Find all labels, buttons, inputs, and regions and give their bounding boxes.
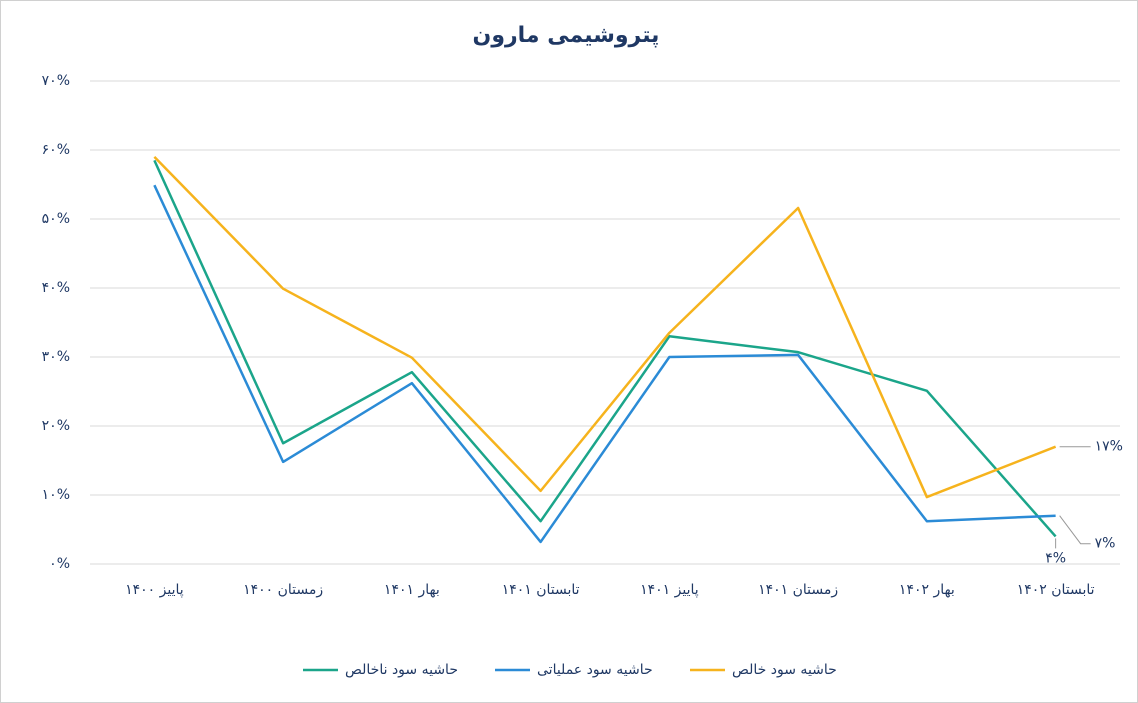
x-tick-label: بهار ۱۴۰۱: [384, 582, 440, 598]
y-tick-label: ۰%: [49, 556, 70, 572]
value-label: ۴%: [1045, 550, 1066, 566]
legend-label: حاشیه سود ناخالص: [345, 662, 458, 678]
series-line: [153, 184, 1056, 544]
y-tick-label: ۷۰%: [42, 73, 70, 89]
x-tick-label: پاییز ۱۴۰۱: [640, 582, 699, 598]
y-tick-label: ۴۰%: [42, 280, 70, 296]
y-tick-label: ۶۰%: [42, 142, 70, 158]
y-tick-label: ۲۰%: [42, 418, 70, 434]
x-tick-label: تابستان ۱۴۰۲: [1017, 582, 1095, 598]
x-tick-label: زمستان ۱۴۰۰: [243, 582, 323, 598]
chart-title: پتروشیمی مارون: [473, 23, 660, 48]
x-tick-label: تابستان ۱۴۰۱: [502, 582, 580, 598]
legend-label: حاشیه سود عملیاتی: [537, 662, 653, 678]
value-label: ۷%: [1095, 536, 1116, 552]
x-tick-label: پاییز ۱۴۰۰: [125, 582, 184, 598]
x-tick-label: زمستان ۱۴۰۱: [758, 582, 838, 598]
value-label: ۱۷%: [1095, 439, 1123, 455]
y-tick-label: ۳۰%: [42, 349, 70, 365]
series-line: [153, 156, 1057, 499]
legend-label: حاشیه سود خالص: [732, 662, 837, 678]
x-tick-label: بهار ۱۴۰۲: [899, 582, 955, 598]
y-tick-label: ۱۰%: [42, 487, 70, 503]
series-line: [153, 159, 1057, 538]
label-leader: [1059, 515, 1091, 545]
y-tick-label: ۵۰%: [42, 211, 70, 227]
